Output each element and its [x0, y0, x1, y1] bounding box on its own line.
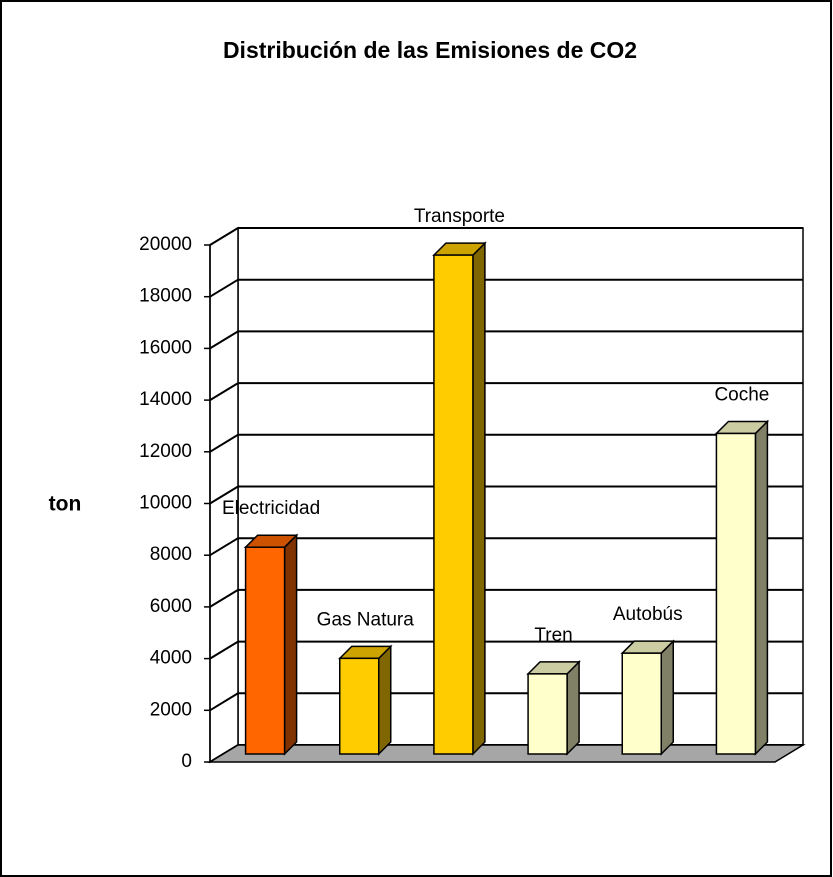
bar-front — [433, 254, 474, 755]
y-tick-label: 18000 — [139, 286, 192, 307]
bar — [432, 241, 487, 756]
bar-side — [754, 419, 769, 756]
floor — [207, 744, 806, 763]
bar-front — [621, 652, 662, 755]
bar-side — [283, 533, 298, 756]
grid-line — [209, 433, 803, 453]
data-label: Coche — [714, 384, 769, 405]
y-tick-label: 10000 — [139, 493, 192, 514]
y-tick-label: 0 — [181, 751, 192, 772]
bar-side — [566, 660, 580, 756]
data-label: Gas Natura — [317, 609, 415, 630]
grid-line — [209, 588, 803, 608]
bar — [620, 639, 676, 756]
bar — [714, 419, 770, 756]
bar-side — [472, 241, 486, 756]
data-label: Electricidad — [222, 498, 320, 519]
bar-front — [339, 657, 380, 755]
data-label: Tren — [534, 625, 572, 646]
y-tick-label: 6000 — [150, 596, 192, 617]
y-tick-label: 2000 — [150, 699, 192, 720]
y-tick-label: 16000 — [139, 337, 192, 358]
y-tick-label: 20000 — [139, 234, 192, 255]
grid-line — [209, 227, 803, 246]
bar-front — [527, 673, 568, 755]
bar — [243, 533, 299, 756]
grid-line — [209, 692, 803, 712]
y-tick-label: 12000 — [139, 441, 192, 462]
y-tick-label: 8000 — [150, 544, 192, 565]
bar-side — [378, 644, 392, 756]
bar — [337, 644, 393, 756]
y-tick-label: 4000 — [150, 648, 192, 669]
bar-side — [660, 639, 674, 756]
y-axis-label: ton — [49, 493, 82, 516]
grid-line — [209, 382, 803, 401]
grid-line — [209, 485, 803, 505]
grid-line — [209, 537, 803, 557]
data-label: Autobús — [613, 604, 683, 625]
bar-front — [715, 432, 757, 755]
grid-line — [209, 278, 803, 298]
data-label: Transporte — [414, 206, 505, 227]
bar — [526, 660, 581, 756]
bar-front — [244, 546, 286, 755]
grid-line — [209, 330, 803, 350]
grid-line — [209, 640, 803, 660]
y-tick-label: 14000 — [139, 389, 192, 410]
chart-title: Distribución de las Emisiones de CO2 — [223, 37, 637, 63]
